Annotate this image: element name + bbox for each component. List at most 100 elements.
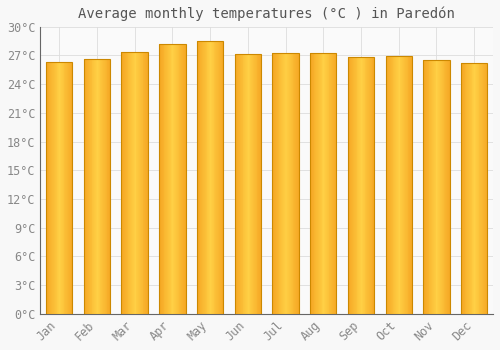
Bar: [130, 52, 131, 314]
Bar: [67, 62, 68, 314]
Bar: [146, 52, 147, 314]
Bar: [242, 54, 244, 314]
Bar: [164, 44, 166, 314]
Bar: [273, 52, 274, 314]
Bar: [198, 41, 200, 314]
Bar: [391, 56, 392, 314]
Bar: [402, 56, 403, 314]
Bar: [297, 52, 298, 314]
Bar: [103, 59, 104, 314]
Bar: [47, 62, 48, 314]
Bar: [356, 57, 358, 314]
Bar: [366, 57, 367, 314]
Bar: [252, 54, 253, 314]
Bar: [372, 57, 374, 314]
Bar: [90, 59, 92, 314]
Bar: [222, 41, 224, 314]
Bar: [274, 52, 275, 314]
Bar: [441, 60, 442, 314]
Title: Average monthly temperatures (°C ) in Paredón: Average monthly temperatures (°C ) in Pa…: [78, 7, 455, 21]
Bar: [386, 56, 388, 314]
Bar: [288, 52, 289, 314]
Bar: [181, 44, 182, 314]
Bar: [316, 52, 317, 314]
Bar: [197, 41, 224, 314]
Bar: [241, 54, 242, 314]
Bar: [238, 54, 239, 314]
Bar: [317, 52, 318, 314]
Bar: [210, 41, 211, 314]
Bar: [106, 59, 108, 314]
Bar: [290, 52, 291, 314]
Bar: [253, 54, 254, 314]
Bar: [96, 59, 97, 314]
Bar: [66, 62, 67, 314]
Bar: [386, 56, 412, 314]
Bar: [424, 60, 450, 314]
Bar: [182, 44, 183, 314]
Bar: [160, 44, 161, 314]
Bar: [362, 57, 363, 314]
Bar: [247, 54, 248, 314]
Bar: [470, 63, 472, 314]
Bar: [145, 52, 146, 314]
Bar: [220, 41, 222, 314]
Bar: [105, 59, 106, 314]
Bar: [461, 63, 487, 314]
Bar: [174, 44, 175, 314]
Bar: [330, 52, 331, 314]
Bar: [425, 60, 426, 314]
Bar: [104, 59, 105, 314]
Bar: [68, 62, 69, 314]
Bar: [56, 62, 58, 314]
Bar: [61, 62, 62, 314]
Bar: [360, 57, 361, 314]
Bar: [406, 56, 408, 314]
Bar: [291, 52, 292, 314]
Bar: [320, 52, 322, 314]
Bar: [84, 59, 110, 314]
Bar: [100, 59, 102, 314]
Bar: [214, 41, 216, 314]
Bar: [281, 52, 282, 314]
Bar: [332, 52, 333, 314]
Bar: [461, 63, 462, 314]
Bar: [424, 60, 425, 314]
Bar: [94, 59, 95, 314]
Bar: [348, 57, 350, 314]
Bar: [48, 62, 50, 314]
Bar: [216, 41, 217, 314]
Bar: [310, 52, 311, 314]
Bar: [141, 52, 142, 314]
Bar: [272, 52, 273, 314]
Bar: [282, 52, 283, 314]
Bar: [310, 52, 336, 314]
Bar: [390, 56, 391, 314]
Bar: [395, 56, 396, 314]
Bar: [219, 41, 220, 314]
Bar: [51, 62, 52, 314]
Bar: [203, 41, 204, 314]
Bar: [236, 54, 238, 314]
Bar: [136, 52, 138, 314]
Bar: [169, 44, 170, 314]
Bar: [211, 41, 212, 314]
Bar: [178, 44, 180, 314]
Bar: [161, 44, 162, 314]
Bar: [132, 52, 133, 314]
Bar: [64, 62, 66, 314]
Bar: [354, 57, 355, 314]
Bar: [439, 60, 440, 314]
Bar: [173, 44, 174, 314]
Bar: [438, 60, 439, 314]
Bar: [363, 57, 364, 314]
Bar: [123, 52, 124, 314]
Bar: [392, 56, 394, 314]
Bar: [272, 52, 299, 314]
Bar: [244, 54, 245, 314]
Bar: [472, 63, 474, 314]
Bar: [170, 44, 172, 314]
Bar: [144, 52, 145, 314]
Bar: [139, 52, 140, 314]
Bar: [218, 41, 219, 314]
